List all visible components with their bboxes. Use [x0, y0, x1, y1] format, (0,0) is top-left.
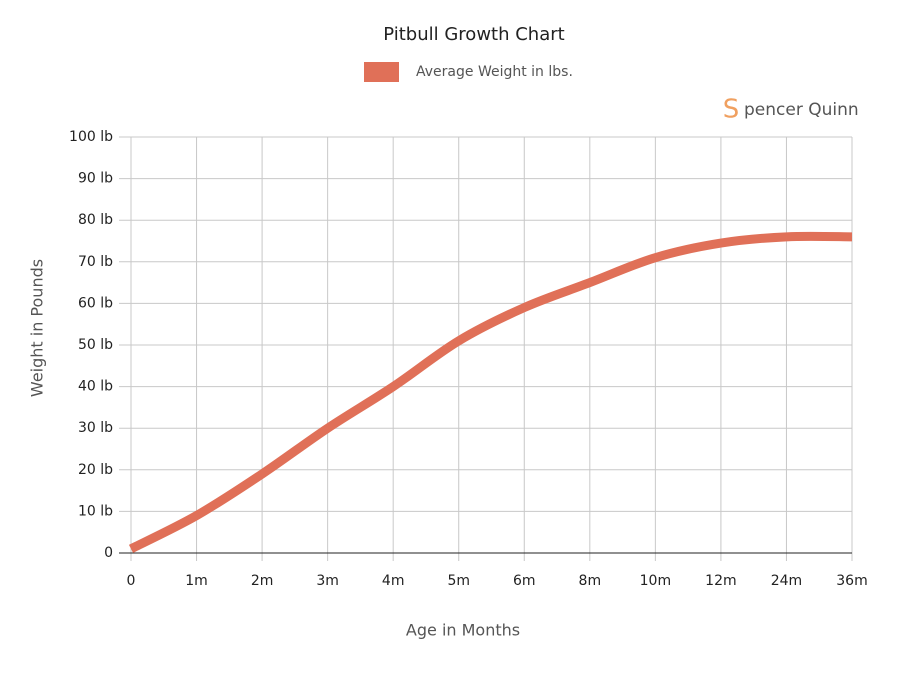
brand-name: pencer Quinn — [744, 100, 859, 120]
y-tick-label: 20 lb — [78, 462, 113, 478]
x-tick-label: 3m — [316, 573, 339, 589]
x-tick-label: 1m — [185, 573, 208, 589]
x-axis-title: Age in Months — [406, 621, 520, 640]
brand-initial: S — [723, 95, 740, 125]
x-tick-label: 0 — [127, 573, 136, 589]
y-tick-label: 90 lb — [78, 171, 113, 187]
x-tick-label: 10m — [640, 573, 671, 589]
y-tick-label: 70 lb — [78, 254, 113, 270]
y-tick-label: 0 — [104, 545, 113, 561]
chart-title: Pitbull Growth Chart — [383, 24, 564, 45]
x-tick-label: 5m — [447, 573, 470, 589]
y-tick-label: 80 lb — [78, 212, 113, 228]
x-tick-label: 2m — [251, 573, 274, 589]
x-tick-label: 36m — [836, 573, 867, 589]
y-tick-label: 40 lb — [78, 379, 113, 395]
y-tick-label: 60 lb — [78, 295, 113, 311]
y-tick-label: 50 lb — [78, 337, 113, 353]
y-tick-label: 100 lb — [69, 129, 113, 145]
x-tick-label: 8m — [579, 573, 602, 589]
legend-swatch — [364, 62, 399, 82]
series-line — [128, 231, 853, 553]
y-axis-title: Weight in Pounds — [28, 259, 47, 397]
y-tick-label: 10 lb — [78, 503, 113, 519]
x-tick-label: 4m — [382, 573, 405, 589]
x-tick-label: 12m — [705, 573, 736, 589]
y-tick-label: 30 lb — [78, 420, 113, 436]
x-tick-label: 6m — [513, 573, 536, 589]
x-tick-label: 24m — [771, 573, 802, 589]
legend-label: Average Weight in lbs. — [416, 64, 573, 80]
